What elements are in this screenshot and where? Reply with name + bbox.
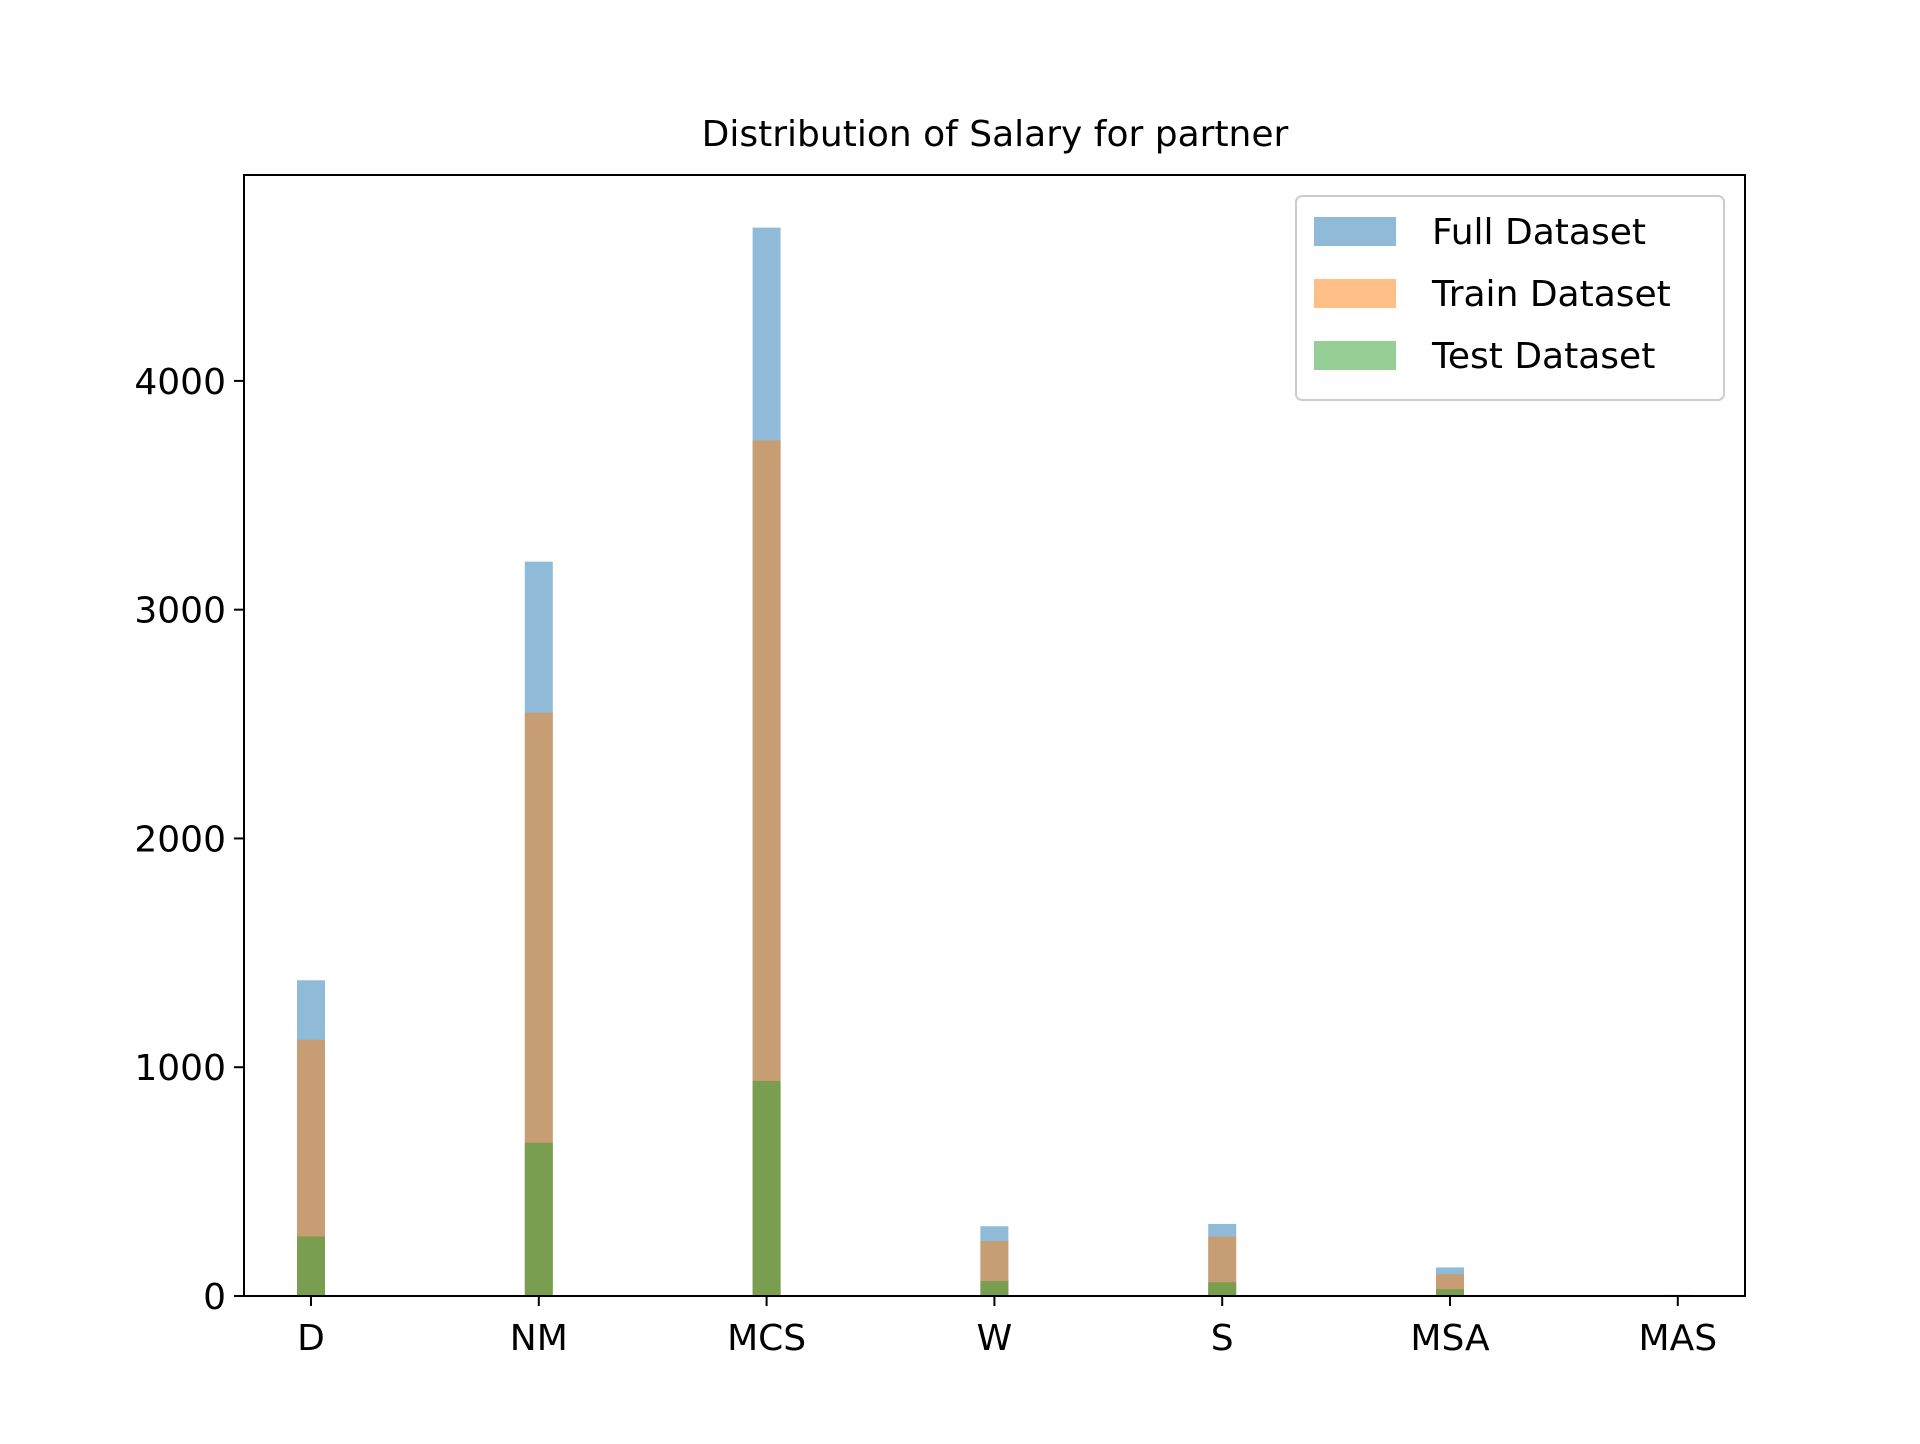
chart-title: Distribution of Salary for partner: [702, 114, 1289, 155]
legend-label-train-dataset: Train Dataset: [1431, 274, 1671, 315]
bar-test-dataset-s: [1208, 1282, 1236, 1296]
x-tick-label-w: W: [977, 1318, 1013, 1359]
x-tick-label-nm: NM: [510, 1318, 568, 1359]
bar-test-dataset-d: [297, 1237, 325, 1296]
legend-label-test-dataset: Test Dataset: [1431, 336, 1655, 377]
x-tick-label-d: D: [297, 1318, 325, 1359]
legend-swatch-train-dataset: [1314, 279, 1396, 308]
y-tick-label: 2000: [134, 819, 226, 860]
legend-swatch-test-dataset: [1314, 341, 1396, 370]
legend: Full Dataset Train Dataset Test Dataset: [1296, 196, 1724, 400]
y-tick-label: 0: [203, 1277, 226, 1318]
x-tick-label-mas: MAS: [1639, 1318, 1718, 1359]
bar-test-dataset-msa: [1436, 1289, 1464, 1296]
y-tick-label: 3000: [134, 591, 226, 632]
bar-test-dataset-w: [980, 1281, 1008, 1296]
legend-label-full-dataset: Full Dataset: [1432, 212, 1646, 253]
x-tick-label-msa: MSA: [1410, 1318, 1490, 1359]
bar-test-dataset-mcs: [753, 1081, 781, 1296]
legend-swatch-full-dataset: [1314, 217, 1396, 246]
x-tick-label-s: S: [1211, 1318, 1234, 1359]
x-tick-label-mcs: MCS: [727, 1318, 806, 1359]
y-tick-label: 1000: [134, 1048, 226, 1089]
y-tick-label: 4000: [134, 362, 226, 403]
bar-test-dataset-nm: [525, 1143, 553, 1296]
